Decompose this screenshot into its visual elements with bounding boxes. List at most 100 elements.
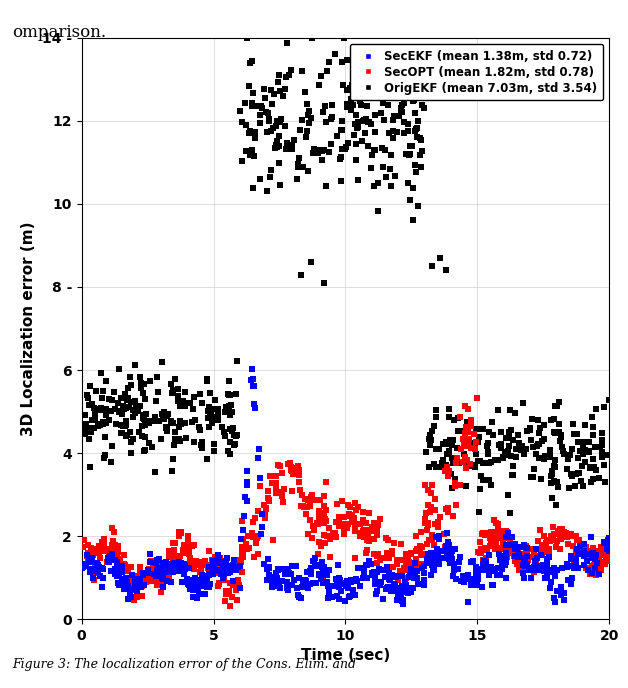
SecEKF (mean 1.38m, std 0.72) — [298, 575, 308, 586]
SecEKF (mean 1.38m, std 0.72) — [406, 564, 416, 575]
SecOPT (mean 1.82m, std 0.78) — [347, 517, 357, 528]
SecEKF (mean 1.38m, std 0.72) — [310, 552, 320, 563]
SecOPT (mean 1.82m, std 0.78) — [480, 528, 490, 539]
OrigEKF (mean 7.03m, std 3.54) — [369, 109, 379, 120]
SecOPT (mean 1.82m, std 0.78) — [602, 550, 612, 561]
OrigEKF (mean 7.03m, std 3.54) — [347, 80, 357, 91]
OrigEKF (mean 7.03m, std 3.54) — [305, 118, 315, 129]
SecEKF (mean 1.38m, std 0.72) — [322, 577, 332, 588]
OrigEKF (mean 7.03m, std 3.54) — [399, 97, 409, 108]
OrigEKF (mean 7.03m, std 3.54) — [363, 140, 373, 151]
SecEKF (mean 1.38m, std 0.72) — [169, 557, 179, 568]
SecOPT (mean 1.82m, std 0.78) — [511, 556, 521, 567]
SecEKF (mean 1.38m, std 0.72) — [382, 583, 392, 594]
SecEKF (mean 1.38m, std 0.72) — [459, 572, 469, 583]
OrigEKF (mean 7.03m, std 3.54) — [174, 421, 184, 432]
OrigEKF (mean 7.03m, std 3.54) — [303, 109, 313, 120]
OrigEKF (mean 7.03m, std 3.54) — [159, 413, 169, 424]
SecEKF (mean 1.38m, std 0.72) — [445, 554, 455, 565]
SecOPT (mean 1.82m, std 0.78) — [337, 496, 347, 507]
SecOPT (mean 1.82m, std 0.78) — [113, 547, 123, 558]
OrigEKF (mean 7.03m, std 3.54) — [507, 469, 517, 480]
OrigEKF (mean 7.03m, std 3.54) — [553, 482, 563, 493]
SecEKF (mean 1.38m, std 0.72) — [87, 552, 97, 563]
SecOPT (mean 1.82m, std 0.78) — [533, 535, 543, 546]
OrigEKF (mean 7.03m, std 3.54) — [441, 448, 452, 459]
SecOPT (mean 1.82m, std 0.78) — [253, 530, 263, 541]
SecOPT (mean 1.82m, std 0.78) — [401, 561, 411, 572]
SecEKF (mean 1.38m, std 0.72) — [519, 553, 529, 564]
OrigEKF (mean 7.03m, std 3.54) — [477, 471, 487, 482]
OrigEKF (mean 7.03m, std 3.54) — [97, 392, 107, 403]
OrigEKF (mean 7.03m, std 3.54) — [571, 468, 581, 479]
Text: Figure 3: The localization error of the Cons. Elim. and: Figure 3: The localization error of the … — [13, 658, 357, 671]
OrigEKF (mean 7.03m, std 3.54) — [526, 471, 536, 482]
SecEKF (mean 1.38m, std 0.72) — [175, 559, 185, 570]
SecEKF (mean 1.38m, std 0.72) — [383, 583, 393, 594]
OrigEKF (mean 7.03m, std 3.54) — [163, 425, 173, 436]
SecEKF (mean 1.38m, std 0.72) — [210, 557, 220, 568]
SecOPT (mean 1.82m, std 0.78) — [148, 566, 158, 577]
SecOPT (mean 1.82m, std 0.78) — [175, 526, 185, 537]
OrigEKF (mean 7.03m, std 3.54) — [512, 429, 522, 440]
SecOPT (mean 1.82m, std 0.78) — [500, 532, 510, 543]
OrigEKF (mean 7.03m, std 3.54) — [396, 107, 406, 118]
OrigEKF (mean 7.03m, std 3.54) — [385, 164, 395, 175]
SecEKF (mean 1.38m, std 0.72) — [386, 585, 396, 596]
SecEKF (mean 1.38m, std 0.72) — [378, 593, 388, 604]
SecEKF (mean 1.38m, std 0.72) — [252, 453, 263, 464]
SecOPT (mean 1.82m, std 0.78) — [458, 433, 468, 444]
SecOPT (mean 1.82m, std 0.78) — [137, 580, 147, 591]
SecEKF (mean 1.38m, std 0.72) — [546, 565, 556, 576]
OrigEKF (mean 7.03m, std 3.54) — [366, 162, 376, 173]
SecEKF (mean 1.38m, std 0.72) — [372, 567, 382, 578]
SecEKF (mean 1.38m, std 0.72) — [511, 539, 521, 550]
OrigEKF (mean 7.03m, std 3.54) — [240, 98, 250, 109]
SecOPT (mean 1.82m, std 0.78) — [344, 499, 354, 510]
SecEKF (mean 1.38m, std 0.72) — [180, 577, 190, 588]
SecOPT (mean 1.82m, std 0.78) — [521, 557, 531, 568]
OrigEKF (mean 7.03m, std 3.54) — [241, 145, 251, 156]
OrigEKF (mean 7.03m, std 3.54) — [106, 456, 116, 467]
OrigEKF (mean 7.03m, std 3.54) — [144, 416, 154, 427]
SecEKF (mean 1.38m, std 0.72) — [283, 584, 293, 595]
SecEKF (mean 1.38m, std 0.72) — [578, 560, 588, 571]
SecOPT (mean 1.82m, std 0.78) — [539, 540, 550, 551]
OrigEKF (mean 7.03m, std 3.54) — [356, 100, 366, 111]
OrigEKF (mean 7.03m, std 3.54) — [144, 417, 154, 428]
OrigEKF (mean 7.03m, std 3.54) — [202, 374, 212, 385]
SecEKF (mean 1.38m, std 0.72) — [472, 572, 482, 583]
OrigEKF (mean 7.03m, std 3.54) — [170, 433, 180, 444]
SecEKF (mean 1.38m, std 0.72) — [322, 570, 332, 581]
SecOPT (mean 1.82m, std 0.78) — [452, 453, 462, 464]
OrigEKF (mean 7.03m, std 3.54) — [557, 442, 567, 453]
OrigEKF (mean 7.03m, std 3.54) — [89, 402, 99, 413]
OrigEKF (mean 7.03m, std 3.54) — [384, 54, 394, 65]
OrigEKF (mean 7.03m, std 3.54) — [461, 480, 471, 491]
SecEKF (mean 1.38m, std 0.72) — [493, 562, 503, 573]
SecEKF (mean 1.38m, std 0.72) — [214, 553, 224, 564]
OrigEKF (mean 7.03m, std 3.54) — [224, 405, 234, 416]
OrigEKF (mean 7.03m, std 3.54) — [274, 140, 284, 151]
SecEKF (mean 1.38m, std 0.72) — [409, 572, 419, 583]
SecEKF (mean 1.38m, std 0.72) — [185, 580, 195, 591]
OrigEKF (mean 7.03m, std 3.54) — [120, 421, 130, 432]
OrigEKF (mean 7.03m, std 3.54) — [350, 118, 360, 129]
OrigEKF (mean 7.03m, std 3.54) — [266, 85, 276, 96]
OrigEKF (mean 7.03m, std 3.54) — [376, 107, 386, 118]
SecOPT (mean 1.82m, std 0.78) — [462, 403, 472, 414]
SecEKF (mean 1.38m, std 0.72) — [139, 580, 149, 591]
SecOPT (mean 1.82m, std 0.78) — [251, 537, 261, 548]
SecOPT (mean 1.82m, std 0.78) — [367, 522, 377, 533]
OrigEKF (mean 7.03m, std 3.54) — [539, 454, 550, 465]
SecOPT (mean 1.82m, std 0.78) — [181, 547, 191, 558]
SecEKF (mean 1.38m, std 0.72) — [519, 552, 529, 563]
SecOPT (mean 1.82m, std 0.78) — [319, 529, 329, 540]
OrigEKF (mean 7.03m, std 3.54) — [287, 140, 297, 151]
SecEKF (mean 1.38m, std 0.72) — [249, 380, 259, 391]
OrigEKF (mean 7.03m, std 3.54) — [248, 182, 258, 193]
SecEKF (mean 1.38m, std 0.72) — [479, 556, 489, 567]
SecEKF (mean 1.38m, std 0.72) — [113, 569, 123, 580]
SecEKF (mean 1.38m, std 0.72) — [533, 561, 543, 572]
OrigEKF (mean 7.03m, std 3.54) — [178, 396, 188, 407]
